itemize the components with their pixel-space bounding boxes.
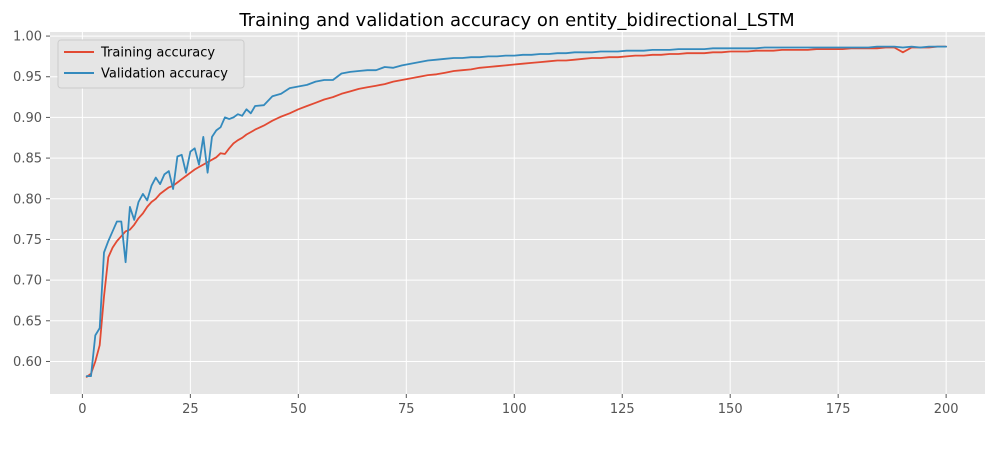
y-tick-label: 0.80 [13,192,42,207]
chart-title: Training and validation accuracy on enti… [238,10,794,31]
series-layer [85,45,947,378]
legend: Training accuracy Validation accuracy [57,39,245,89]
y-tick-label: 0.85 [13,152,42,167]
x-tick-label: 100 [502,402,527,417]
y-axis: 0.60 0.65 0.70 0.75 0.80 0.85 0.90 0.95 1.00 [13,30,50,370]
x-tick-label: 50 [290,402,307,417]
legend-label-training: Training accuracy [100,46,215,61]
x-axis: 0 25 50 75 100 125 150 175 200 [78,394,959,417]
x-tick-label: 25 [182,402,199,417]
y-tick-label: 0.95 [13,70,42,85]
legend-box [57,39,245,89]
x-tick-label: 175 [826,402,851,417]
y-tick-label: 0.75 [13,233,42,248]
series-line-validation [85,45,947,378]
x-tick-label: 0 [78,402,86,417]
y-tick-label: 0.60 [13,355,42,370]
legend-label-validation: Validation accuracy [101,67,228,82]
grid [50,32,985,394]
x-tick-label: 75 [398,402,415,417]
y-tick-label: 0.90 [13,111,42,126]
y-tick-label: 1.00 [13,30,42,45]
x-tick-label: 125 [610,402,635,417]
y-tick-label: 0.65 [13,314,42,329]
y-tick-label: 0.70 [13,274,42,289]
x-tick-label: 150 [718,402,743,417]
plot-area [50,32,985,394]
x-tick-label: 200 [934,402,959,417]
